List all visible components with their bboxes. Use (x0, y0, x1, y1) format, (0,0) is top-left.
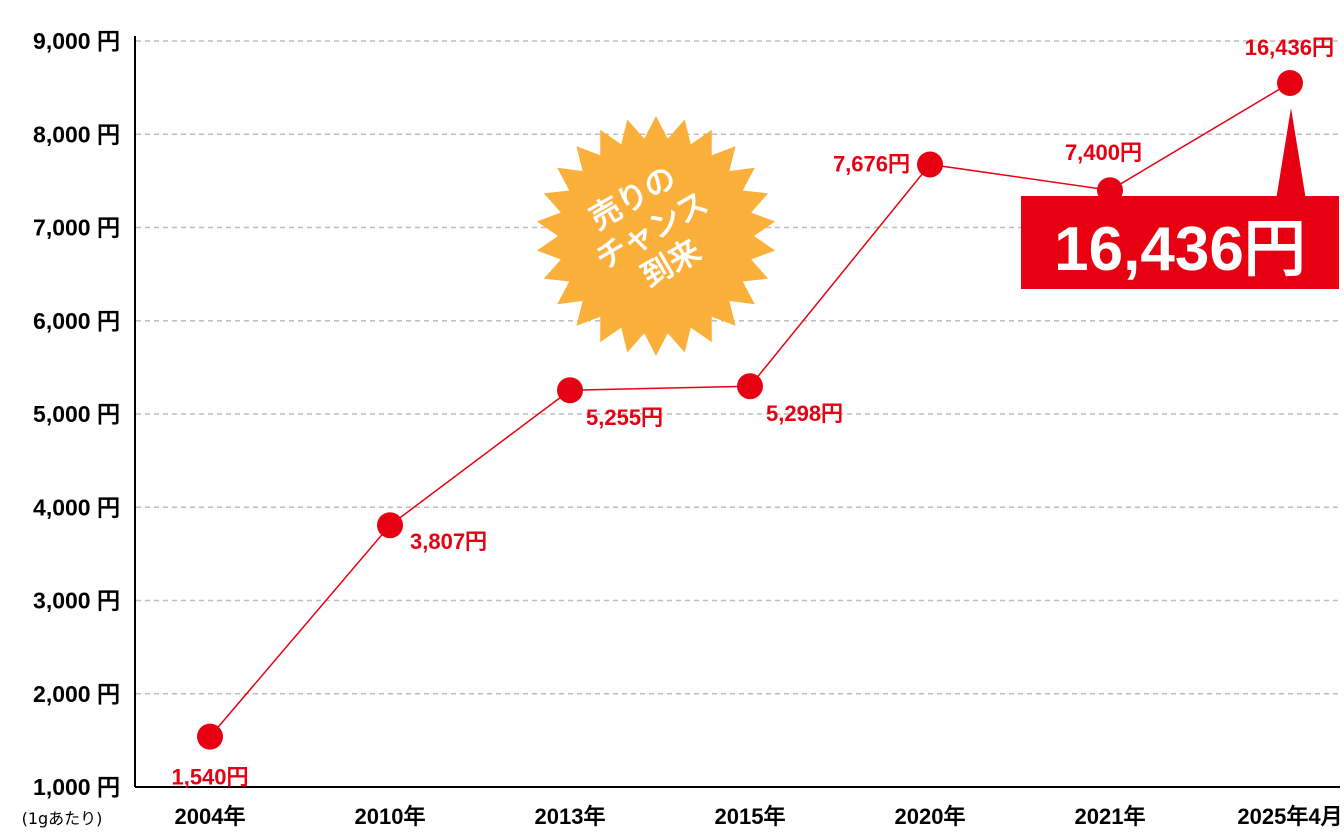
data-label: 5,255円 (586, 405, 663, 430)
gridlines (136, 40, 1340, 695)
y-tick-label: 4,000 円 (33, 494, 120, 520)
series-line (209, 82, 1291, 738)
price-series: 1,540円 3,807円 5,255円 5,298円 7,676円 7,400円 16,4… (171, 35, 1334, 790)
y-tick-label: 9,000 円 (33, 28, 120, 54)
x-tick-label: 2015年 (715, 804, 786, 829)
data-label: 5,298円 (766, 401, 843, 426)
data-label: 7,400円 (1065, 140, 1142, 165)
starburst-shape (536, 116, 776, 356)
x-tick-label: 2025年4月 (1237, 804, 1342, 829)
data-point-marker (557, 377, 583, 404)
data-label: 3,807円 (410, 529, 487, 554)
data-point-marker (197, 723, 223, 750)
data-point-marker (917, 151, 943, 178)
y-unit-note: (1gあたり) (22, 809, 103, 828)
data-point-marker (1277, 69, 1303, 96)
callout-text: 16,436円 (1054, 215, 1306, 284)
data-label: 1,540円 (171, 765, 248, 790)
y-tick-label: 5,000 円 (33, 401, 120, 427)
y-tick-label: 1,000 円 (33, 774, 120, 800)
y-tick-label: 3,000 円 (33, 588, 120, 614)
data-point-marker (377, 512, 403, 539)
x-tick-label: 2021年 (1075, 804, 1146, 829)
x-tick-label: 2010年 (355, 804, 426, 829)
callout-box (1021, 196, 1339, 289)
latest-price-callout: 16,436円 (1021, 108, 1339, 289)
y-tick-label: 7,000 円 (33, 215, 120, 241)
y-tick-label: 8,000 円 (33, 121, 120, 147)
x-tick-label: 2004年 (175, 804, 246, 829)
sell-chance-badge: 売りの チャンス 到来 (536, 116, 776, 356)
x-tick-labels: 2004年 2010年 2013年 2015年 2020年 2021年 2025年4月 (175, 804, 1343, 829)
y-tick-label: 6,000 円 (33, 308, 120, 334)
x-tick-label: 2013年 (535, 804, 606, 829)
x-tick-label: 2020年 (895, 804, 966, 829)
y-tick-label: 2,000 円 (33, 681, 120, 707)
data-point-marker (737, 373, 763, 400)
y-tick-labels: 1,000 円 2,000 円 3,000 円 4,000 円 5,000 円 6,000… (33, 28, 120, 800)
data-label: 16,436円 (1245, 35, 1334, 60)
data-label: 7,676円 (833, 151, 910, 176)
callout-pointer (1276, 108, 1306, 200)
